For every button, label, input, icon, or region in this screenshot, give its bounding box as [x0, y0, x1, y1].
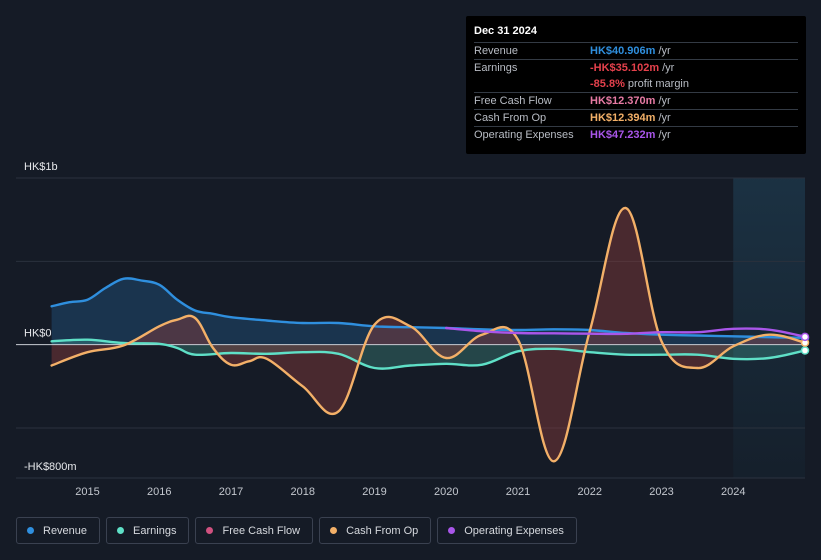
tooltip-row-free-cash-flow: Free Cash Flow HK$12.370m /yr	[474, 92, 798, 109]
tooltip-value: HK$12.370m	[590, 95, 656, 107]
x-tick-label: 2016	[147, 486, 171, 498]
tooltip-unit: /yr	[662, 62, 675, 74]
tooltip-value: HK$47.232m	[590, 129, 656, 141]
legend-dot-icon	[27, 527, 34, 534]
tooltip-label: Earnings	[474, 62, 518, 74]
legend-item-free-cash-flow[interactable]: Free Cash Flow	[195, 517, 314, 544]
legend-label: Revenue	[43, 524, 88, 537]
x-tick-label: 2018	[290, 486, 314, 498]
tooltip-row-revenue: Revenue HK$40.906m /yr	[474, 42, 798, 59]
y-tick-label: HK$0	[24, 328, 52, 340]
tooltip-row-earnings: Earnings -HK$35.102m /yr	[474, 59, 798, 76]
legend-dot-icon	[206, 527, 214, 534]
tooltip-label: Operating Expenses	[474, 129, 574, 141]
series-fills	[51, 207, 806, 462]
marker-earnings	[800, 346, 810, 355]
x-tick-label: 2015	[75, 486, 99, 498]
tooltip-label: Revenue	[474, 45, 519, 57]
x-tick-label: 2022	[577, 486, 601, 498]
tooltip-label: Free Cash Flow	[474, 95, 552, 107]
legend-item-operating-expenses[interactable]: Operating Expenses	[437, 517, 577, 544]
legend-label: Cash From Op	[346, 524, 419, 537]
tooltip-label	[474, 76, 590, 92]
area-earnings	[51, 339, 806, 369]
line-earnings	[50, 338, 807, 370]
tooltip-unit: /yr	[658, 45, 671, 57]
tooltip-value: -HK$35.102m	[590, 62, 660, 74]
tooltip-row-profit-margin: -85.8% profit margin	[474, 76, 798, 92]
legend: Revenue Earnings Free Cash Flow Cash Fro…	[16, 517, 577, 544]
tooltip-value: -85.8%	[590, 78, 625, 90]
tooltip-date: Dec 31 2024	[474, 25, 537, 37]
y-tick-labels: HK$1b HK$0 -HK$800m	[24, 161, 77, 473]
line-operating-expenses	[445, 326, 807, 338]
legend-item-cash-from-op[interactable]: Cash From Op	[319, 517, 432, 544]
tooltip: Dec 31 2024 Revenue HK$40.906m /yr Earni…	[466, 16, 806, 154]
x-tick-label: 2019	[362, 486, 386, 498]
x-tick-label: 2021	[506, 486, 530, 498]
legend-label: Earnings	[133, 524, 177, 537]
end-markers	[800, 332, 810, 355]
x-tick-label: 2017	[219, 486, 243, 498]
x-tick-label: 2024	[721, 486, 745, 498]
line-revenue	[50, 277, 807, 339]
y-tick-label: -HK$800m	[24, 461, 77, 473]
line-cash-from-op	[50, 206, 807, 463]
legend-label: Free Cash Flow	[222, 524, 301, 537]
tooltip-label: Cash From Op	[474, 112, 547, 124]
marker-operating-expenses	[800, 332, 810, 342]
x-tick-label: 2023	[649, 486, 673, 498]
legend-dot-icon	[330, 527, 338, 534]
legend-label: Operating Expenses	[464, 524, 564, 537]
gridlines	[16, 177, 805, 429]
tooltip-unit: /yr	[658, 129, 671, 141]
tooltip-value: HK$40.906m	[590, 45, 656, 57]
tooltip-row-cash-from-op: Cash From Op HK$12.394m /yr	[474, 109, 798, 126]
area-revenue	[51, 278, 806, 345]
legend-dot-icon	[117, 527, 125, 534]
legend-item-revenue[interactable]: Revenue	[16, 517, 101, 544]
area-cash-from-op	[51, 207, 806, 462]
tooltip-unit: profit margin	[627, 78, 689, 90]
tooltip-row-operating-expenses: Operating Expenses HK$47.232m /yr	[474, 126, 798, 143]
y-tick-label: HK$1b	[24, 161, 58, 173]
series-lines	[50, 206, 807, 463]
x-tick-label: 2020	[434, 486, 458, 498]
legend-dot-icon	[448, 527, 456, 534]
tooltip-unit: /yr	[658, 95, 671, 107]
tooltip-value: HK$12.394m	[590, 112, 656, 124]
legend-item-earnings[interactable]: Earnings	[106, 517, 190, 544]
x-tick-labels: 2015 2016 2017 2018 2019 2020 2021 2022 2023 2024	[75, 486, 745, 498]
tooltip-unit: /yr	[658, 112, 671, 124]
